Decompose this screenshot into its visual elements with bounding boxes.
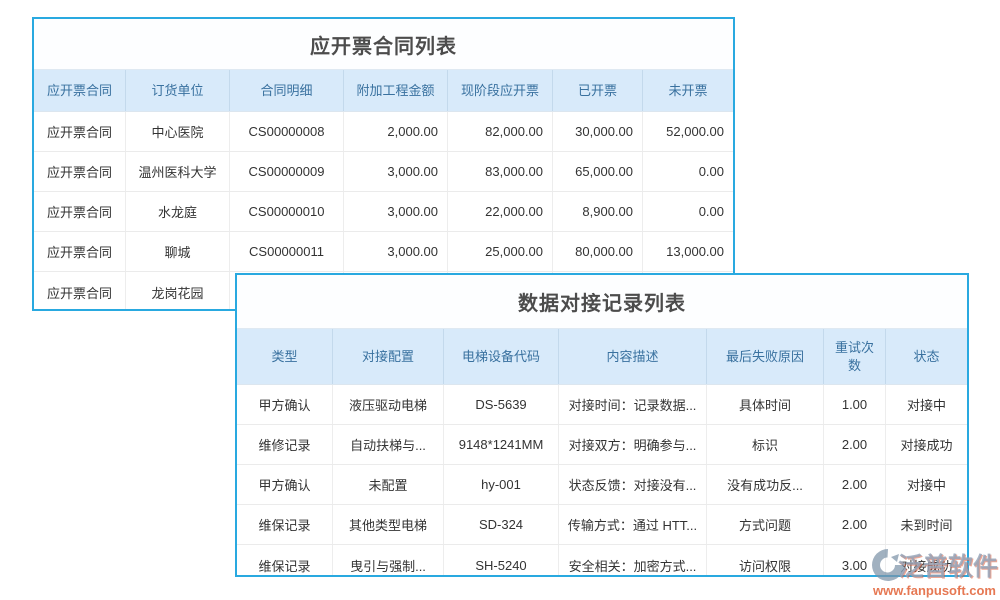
table-cell: 维保记录 [237,545,333,575]
table-cell: 3,000.00 [344,152,448,191]
column-header: 内容描述 [559,329,707,384]
table-cell: 甲方确认 [237,465,333,504]
table-cell: SH-5240 [444,545,559,575]
table-cell: 2.00 [824,505,886,544]
table-cell: 9148*1241MM [444,425,559,464]
table-cell: 对接中 [906,478,946,493]
table-cell: 3,000.00 [344,232,448,271]
table-cell: 自动扶梯与... [333,425,444,464]
table-row[interactable]: 维保记录 其他类型电梯 SD-324 传输方式：通过 HTT... 方式问题 2.00 未到… [237,505,967,545]
table-row[interactable]: 应开票合同 中心医院 CS00000008 2,000.00 82,000.00 30,0… [34,112,733,152]
column-header: 状态 [913,348,940,364]
table-cell: 65,000.00 [553,152,643,191]
table-cell: 80,000.00 [553,232,643,271]
column-header: 未开票 [668,82,708,98]
table-cell: 13,000.00 [666,244,724,259]
docking-table-header-row: 类型 对接配置 电梯设备代码 内容描述 最后失败原因 重试次数 状态 [237,329,967,385]
column-header: 现阶段应开票 [448,70,553,111]
invoice-table-header-row: 应开票合同 订货单位 合同明细 附加工程金额 现阶段应开票 已开票 未开票 [34,70,733,112]
column-header: 应开票合同 [34,70,126,111]
column-header: 附加工程金额 [344,70,448,111]
invoice-table-title: 应开票合同列表 [34,19,733,70]
table-cell: 52,000.00 [666,124,724,139]
table-cell: 温州医科大学 [126,152,230,191]
table-cell: 对接时间：记录数据... [559,385,707,424]
table-cell: SD-324 [444,505,559,544]
table-cell: 安全相关：加密方式... [559,545,707,575]
column-header: 已开票 [553,70,643,111]
table-cell: 状态反馈：对接没有... [559,465,707,504]
table-cell: 0.00 [698,204,724,219]
table-cell: 82,000.00 [448,112,553,151]
table-cell: 1.00 [824,385,886,424]
table-cell: 未配置 [333,465,444,504]
table-row[interactable]: 应开票合同 聊城 CS00000011 3,000.00 25,000.00 80,000… [34,232,733,272]
table-cell: DS-5639 [444,385,559,424]
table-cell: hy-001 [444,465,559,504]
column-header: 重试次数 [824,329,886,384]
table-cell: 具体时间 [707,385,824,424]
table-cell: 访问权限 [707,545,824,575]
column-header: 类型 [237,329,333,384]
table-cell: 其他类型电梯 [333,505,444,544]
table-cell: 8,900.00 [553,192,643,231]
table-cell: 对接双方：明确参与... [559,425,707,464]
table-cell: CS00000010 [230,192,344,231]
table-cell: 应开票合同 [34,232,126,271]
table-cell: 22,000.00 [448,192,553,231]
table-row[interactable]: 甲方确认 未配置 hy-001 状态反馈：对接没有... 没有成功反... 2.00 对接中 [237,465,967,505]
table-cell: CS00000008 [230,112,344,151]
column-header: 订货单位 [126,70,230,111]
table-cell: 应开票合同 [34,272,126,309]
table-row[interactable]: 应开票合同 温州医科大学 CS00000009 3,000.00 83,000.00 65… [34,152,733,192]
table-cell: 应开票合同 [34,152,126,191]
table-cell: 中心医院 [126,112,230,151]
table-row[interactable]: 维保记录 曳引与强制... SH-5240 安全相关：加密方式... 访问权限 3.00 对… [237,545,967,575]
table-cell: 甲方确认 [237,385,333,424]
table-cell: 25,000.00 [448,232,553,271]
docking-table-title: 数据对接记录列表 [237,275,967,329]
table-cell: 传输方式：通过 HTT... [559,505,707,544]
table-cell: 2.00 [824,465,886,504]
table-cell: 2,000.00 [344,112,448,151]
table-cell: 水龙庭 [126,192,230,231]
table-cell: 聊城 [126,232,230,271]
table-cell: 83,000.00 [448,152,553,191]
docking-table-body: 甲方确认 液压驱动电梯 DS-5639 对接时间：记录数据... 具体时间 1.00 对接中… [237,385,967,575]
column-header: 电梯设备代码 [444,329,559,384]
table-cell: 2.00 [824,425,886,464]
table-row[interactable]: 维修记录 自动扶梯与... 9148*1241MM 对接双方：明确参与... 标识 2.0… [237,425,967,465]
table-cell: 维修记录 [237,425,333,464]
table-cell: 3.00 [824,545,886,575]
table-cell: 标识 [707,425,824,464]
table-cell: 方式问题 [707,505,824,544]
table-cell: 未到时间 [900,518,953,533]
table-cell: 对接中 [906,398,946,413]
table-cell: 0.00 [698,164,724,179]
table-cell: 30,000.00 [553,112,643,151]
table-cell: CS00000009 [230,152,344,191]
column-header: 最后失败原因 [707,329,824,384]
table-cell: 对接成功 [900,438,953,453]
table-cell: 液压驱动电梯 [333,385,444,424]
table-cell: 维保记录 [237,505,333,544]
docking-record-table: 数据对接记录列表 类型 对接配置 电梯设备代码 内容描述 最后失败原因 重试次数 状态 甲方… [235,273,969,577]
table-cell: 应开票合同 [34,112,126,151]
table-cell: 应开票合同 [34,192,126,231]
table-cell: 龙岗花园 [126,272,230,309]
table-row[interactable]: 甲方确认 液压驱动电梯 DS-5639 对接时间：记录数据... 具体时间 1.00 对接中 [237,385,967,425]
column-header: 对接配置 [333,329,444,384]
table-cell: 曳引与强制... [333,545,444,575]
table-cell: 对接成功 [900,558,953,574]
table-cell: 没有成功反... [707,465,824,504]
column-header: 合同明细 [230,70,344,111]
table-row[interactable]: 应开票合同 水龙庭 CS00000010 3,000.00 22,000.00 8,900… [34,192,733,232]
table-cell: 3,000.00 [344,192,448,231]
watermark-url-text: www.fanpusoft.com [872,583,996,598]
table-cell: CS00000011 [230,232,344,271]
invoice-contract-table: 应开票合同列表 应开票合同 订货单位 合同明细 附加工程金额 现阶段应开票 已开票 未开票 … [32,17,735,311]
